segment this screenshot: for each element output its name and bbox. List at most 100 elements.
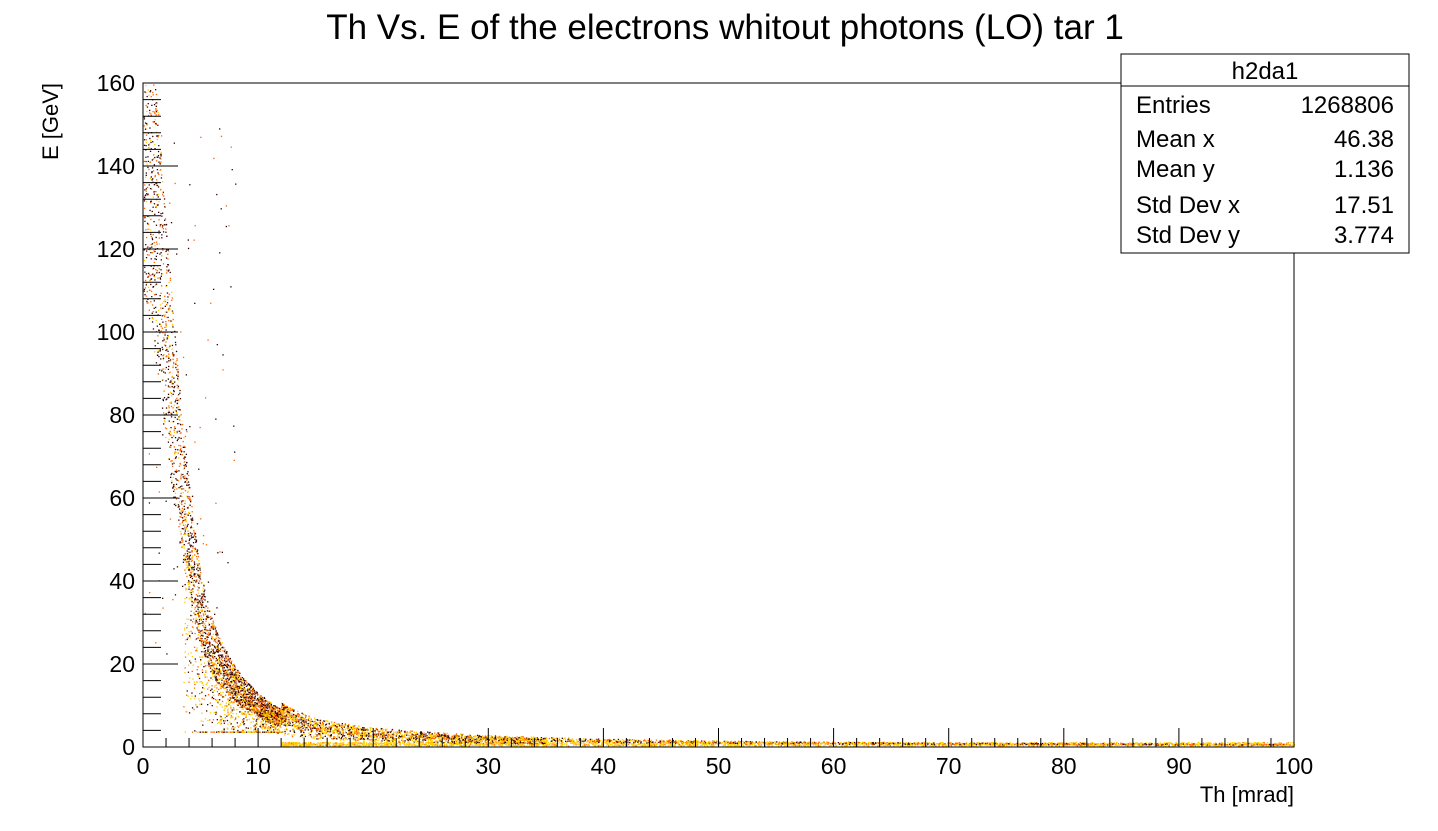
data-point xyxy=(185,513,187,515)
data-point xyxy=(343,744,345,746)
data-point xyxy=(254,709,256,711)
data-point xyxy=(201,622,203,624)
data-point xyxy=(601,743,603,745)
data-point xyxy=(152,328,155,330)
data-point xyxy=(185,589,187,591)
data-point xyxy=(166,347,168,349)
data-point xyxy=(225,702,227,704)
data-point xyxy=(174,496,176,498)
data-point xyxy=(175,471,177,473)
data-point xyxy=(217,731,219,733)
data-point xyxy=(250,708,252,710)
data-point xyxy=(188,558,190,560)
data-point xyxy=(532,745,534,747)
data-point xyxy=(270,711,272,714)
data-point xyxy=(279,713,282,715)
data-point xyxy=(146,290,148,293)
data-point xyxy=(241,689,243,691)
data-point xyxy=(250,705,252,707)
data-point xyxy=(243,681,246,684)
data-point xyxy=(277,716,280,718)
data-point xyxy=(154,340,156,342)
data-point xyxy=(815,744,817,746)
data-point xyxy=(253,708,255,710)
data-point xyxy=(219,650,222,652)
data-point xyxy=(157,172,159,174)
data-point xyxy=(1076,745,1079,747)
data-point xyxy=(156,194,158,196)
data-point xyxy=(622,744,624,746)
data-point xyxy=(175,363,177,365)
data-point xyxy=(245,697,248,699)
data-point xyxy=(430,743,433,745)
data-point xyxy=(529,745,531,747)
data-point xyxy=(849,742,851,744)
data-point xyxy=(154,250,156,253)
data-point xyxy=(1292,741,1294,744)
data-point xyxy=(157,277,159,279)
data-point xyxy=(145,279,147,282)
data-point xyxy=(167,296,169,298)
data-point xyxy=(203,584,205,586)
data-point xyxy=(194,730,196,732)
data-point xyxy=(271,714,273,716)
data-point xyxy=(153,203,156,205)
data-point xyxy=(231,668,233,670)
data-point xyxy=(1091,742,1093,744)
data-point xyxy=(232,669,234,672)
data-point xyxy=(262,731,264,733)
data-point xyxy=(167,378,169,380)
data-point xyxy=(545,745,548,747)
data-point xyxy=(1062,745,1064,747)
data-point xyxy=(207,652,209,654)
data-point xyxy=(186,495,188,497)
data-point xyxy=(175,478,177,480)
data-point xyxy=(199,618,201,620)
data-point xyxy=(187,558,189,560)
data-point xyxy=(238,694,240,696)
data-point xyxy=(180,478,182,480)
data-point xyxy=(502,741,505,744)
data-point xyxy=(186,479,188,481)
data-point xyxy=(321,745,323,747)
data-point xyxy=(213,652,216,655)
data-point xyxy=(154,294,156,296)
data-point xyxy=(317,745,319,747)
data-point xyxy=(201,605,203,607)
data-point xyxy=(958,744,960,746)
data-point xyxy=(208,679,210,681)
data-point xyxy=(152,267,155,269)
data-point xyxy=(184,545,186,547)
data-point xyxy=(230,717,232,719)
data-point xyxy=(857,745,859,747)
data-point xyxy=(226,691,228,693)
data-point xyxy=(445,743,448,745)
data-point xyxy=(230,663,232,665)
data-point xyxy=(240,724,242,726)
data-point xyxy=(531,745,533,747)
data-point xyxy=(256,699,258,701)
data-point xyxy=(214,628,217,630)
data-point xyxy=(240,698,242,701)
data-point xyxy=(659,744,661,746)
data-point xyxy=(143,118,146,120)
data-point xyxy=(1115,742,1117,745)
data-point xyxy=(243,723,245,726)
data-point xyxy=(893,744,895,746)
data-point xyxy=(207,654,210,657)
data-point xyxy=(229,673,231,676)
data-point xyxy=(425,745,428,747)
data-point xyxy=(1055,745,1057,747)
data-point xyxy=(157,351,159,353)
data-point xyxy=(207,688,209,690)
data-point xyxy=(704,745,706,747)
data-point xyxy=(223,722,225,724)
data-point xyxy=(229,672,231,674)
data-point xyxy=(228,682,230,684)
data-point xyxy=(168,360,170,362)
data-point xyxy=(593,744,595,746)
data-point xyxy=(182,558,185,561)
data-point xyxy=(232,676,234,679)
data-point xyxy=(213,711,215,714)
data-point xyxy=(900,744,903,747)
